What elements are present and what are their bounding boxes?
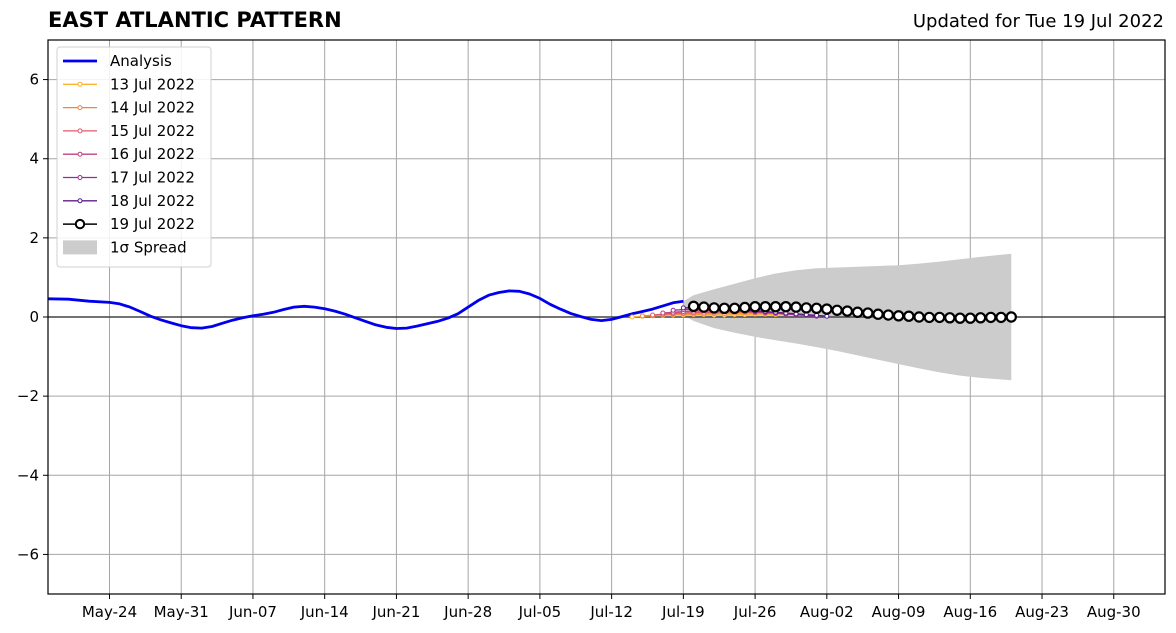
legend-label: Analysis (110, 52, 172, 70)
legend: Analysis 13 Jul 2022 14 Jul 2022 15 Jul 202… (56, 46, 212, 268)
series-point (810, 302, 823, 314)
x-tick-label: Jun-28 (443, 603, 492, 621)
series-point (933, 311, 946, 324)
series-point (639, 313, 645, 319)
legend-item: 1σ Spread (63, 238, 187, 256)
series-point (650, 312, 656, 318)
series-point (954, 312, 966, 324)
series-point (680, 305, 686, 311)
legend-item: 16 Jul 2022 (63, 145, 195, 163)
x-tick-label: Jun-14 (300, 603, 349, 621)
x-tick-label: Aug-30 (1087, 603, 1141, 621)
x-tick-label: Aug-02 (800, 603, 854, 621)
series-point (964, 312, 976, 324)
legend-item: 14 Jul 2022 (63, 99, 195, 117)
x-tick-label: Jul-19 (661, 603, 705, 621)
x-tick-label: May-31 (154, 603, 209, 621)
legend-label: 19 Jul 2022 (110, 215, 195, 233)
series-7 (687, 300, 1017, 324)
x-tick-label: Aug-16 (943, 603, 997, 621)
legend-marker (77, 175, 83, 180)
series-point (903, 310, 915, 322)
x-tick-label: Jun-07 (228, 603, 277, 621)
series-point (660, 310, 666, 316)
x-tick-label: Jul-05 (518, 603, 562, 621)
series-point (882, 309, 895, 321)
legend-item: 19 Jul 2022 (63, 215, 195, 233)
series-point (780, 301, 792, 313)
legend-marker (77, 128, 83, 134)
series-point (892, 310, 905, 322)
series-point (824, 313, 830, 319)
chart-title: EAST ATLANTIC PATTERN (48, 8, 342, 32)
legend-marker (77, 151, 83, 157)
x-axis-ticks: May-24 May-31 Jun-07 Jun-14 Jun-21 Jun-28 Jul-… (82, 594, 1141, 621)
series-point (1005, 311, 1017, 323)
series-point (670, 307, 676, 313)
legend-label: 14 Jul 2022 (110, 99, 195, 117)
chart-updated-label: Updated for Tue 19 Jul 2022 (912, 11, 1164, 32)
y-tick-label: −4 (17, 466, 39, 484)
series-point (749, 301, 761, 313)
series-point (995, 311, 1007, 324)
legend-label: 15 Jul 2022 (110, 122, 195, 140)
series-point (698, 301, 710, 313)
legend-box (56, 46, 212, 268)
series-point (800, 302, 813, 314)
series-point (841, 305, 854, 317)
x-tick-label: Jul-26 (733, 603, 777, 621)
series-point (821, 303, 833, 315)
series-point (851, 306, 864, 318)
y-tick-label: −2 (17, 387, 39, 405)
legend-label: 1σ Spread (110, 238, 187, 256)
x-tick-label: Jul-12 (589, 603, 633, 621)
legend-item: 18 Jul 2022 (63, 192, 195, 210)
y-axis-ticks: 6 4 2 0 −2 −4 −6 (17, 71, 48, 563)
legend-marker (77, 198, 83, 204)
legend-marker (74, 218, 86, 230)
series-point (718, 302, 731, 314)
series-point (944, 312, 956, 324)
x-tick-label: Aug-09 (872, 603, 926, 621)
legend-swatch (63, 240, 97, 255)
series-point (759, 301, 772, 313)
legend-marker (77, 81, 83, 87)
series-point (708, 302, 720, 314)
series-point (728, 302, 741, 314)
x-tick-label: May-24 (82, 603, 137, 621)
series-point (814, 312, 820, 318)
series-point (985, 311, 997, 324)
y-tick-label: −6 (17, 545, 39, 563)
series-point (769, 301, 782, 313)
y-tick-label: 0 (29, 308, 39, 326)
legend-item: 13 Jul 2022 (63, 75, 195, 93)
y-tick-label: 2 (29, 229, 39, 247)
legend-item: 17 Jul 2022 (63, 169, 195, 187)
legend-label: 16 Jul 2022 (110, 145, 195, 163)
series-point (629, 314, 635, 320)
legend-label: 18 Jul 2022 (110, 192, 195, 210)
legend-marker (77, 105, 83, 111)
series-point (790, 301, 802, 313)
y-tick-label: 6 (29, 71, 39, 89)
y-tick-label: 4 (29, 150, 39, 168)
series-point (923, 311, 936, 324)
legend-item: Analysis (63, 52, 172, 70)
legend-label: 17 Jul 2022 (110, 169, 195, 187)
series-point (739, 301, 751, 314)
series-point (862, 307, 874, 319)
legend-label: 13 Jul 2022 (110, 75, 195, 93)
series-point (872, 308, 884, 320)
series-point (687, 300, 700, 313)
series-point (974, 312, 987, 324)
legend-item: 15 Jul 2022 (63, 122, 195, 140)
series-layer (47, 289, 1017, 330)
x-tick-label: Aug-23 (1015, 603, 1069, 621)
series-line (47, 289, 684, 330)
series-0 (47, 289, 684, 330)
series-point (831, 304, 843, 316)
x-tick-label: Jun-21 (371, 603, 420, 621)
series-point (913, 311, 925, 323)
